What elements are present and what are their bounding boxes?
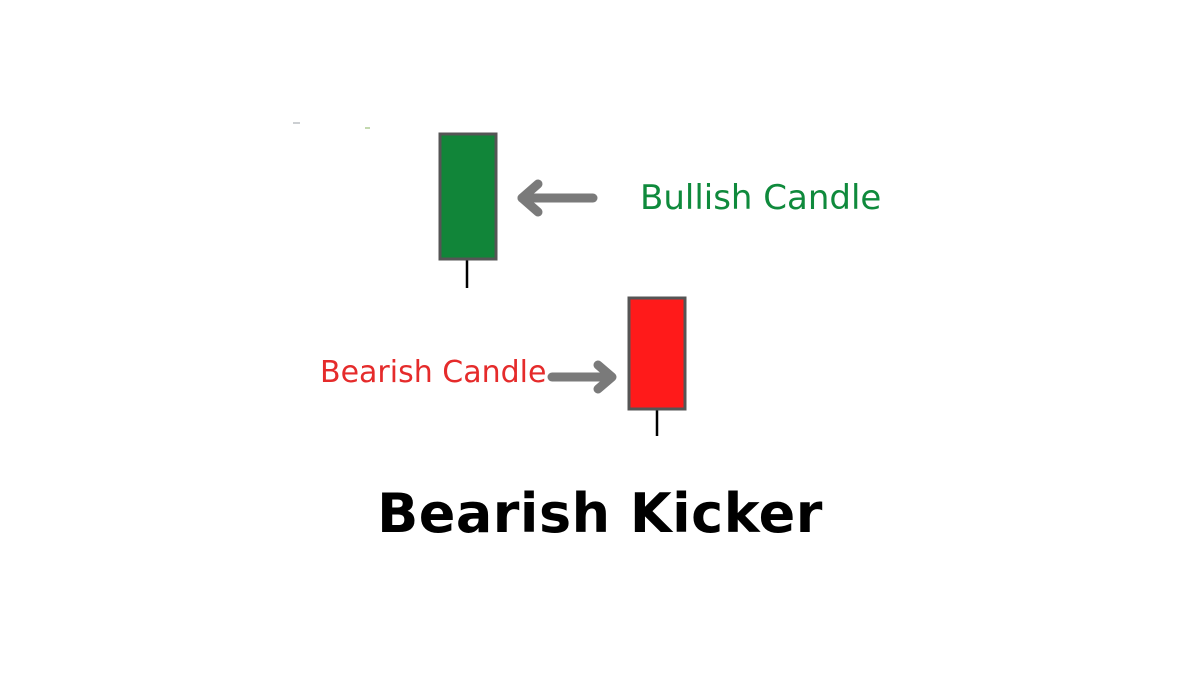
bullish-candle-body (438, 132, 498, 261)
speck-marks (293, 122, 370, 129)
bearish-candle (627, 296, 687, 436)
arrow-left-icon (517, 179, 598, 217)
diagram-title: Bearish Kicker (377, 482, 823, 545)
bearish-candle-body (627, 296, 687, 411)
bullish-candle-label: Bullish Candle (640, 178, 882, 218)
bullish-candle (438, 132, 498, 288)
arrow-right-icon (547, 360, 617, 394)
bearish-candle-label: Bearish Candle (320, 355, 547, 390)
